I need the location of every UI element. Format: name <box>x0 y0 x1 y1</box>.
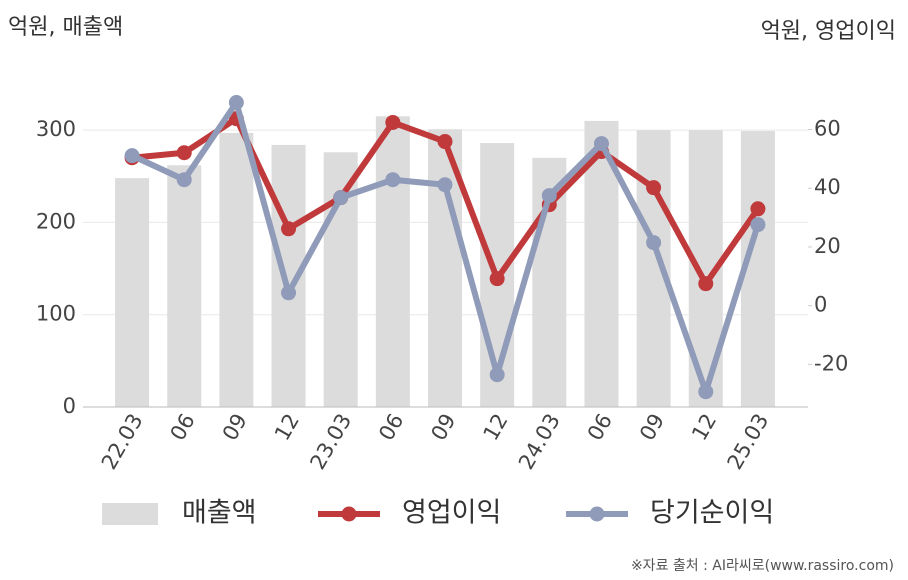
x-tick-label: 22.03 <box>97 410 148 474</box>
point <box>489 271 505 287</box>
bar <box>167 165 202 407</box>
y2-axis-title: 억원, 영업이익 <box>761 19 896 44</box>
y2-tick-label: 60 <box>814 117 841 141</box>
point <box>124 148 140 164</box>
point <box>228 94 244 110</box>
y-tick-label: 0 <box>63 394 76 418</box>
point <box>176 145 192 161</box>
y2-tick-label: -20 <box>814 351 848 375</box>
bar <box>115 178 150 407</box>
point <box>750 217 766 233</box>
x-tick-label: 12 <box>270 410 304 445</box>
point <box>281 221 297 237</box>
x-tick-label: 09 <box>218 410 252 445</box>
point <box>385 114 401 130</box>
x-tick-label: 06 <box>583 410 617 445</box>
legend-marker <box>341 506 357 522</box>
point <box>750 201 766 217</box>
x-tick-label: 23.03 <box>305 410 356 474</box>
point <box>593 136 609 152</box>
legend-marker <box>589 506 605 522</box>
legend-label: 당기순이익 <box>650 498 774 529</box>
y-axis-title: 억원, 매출액 <box>8 15 123 40</box>
point <box>698 384 714 400</box>
y2-tick-label: 40 <box>814 175 841 199</box>
point <box>646 180 662 196</box>
x-tick-label: 09 <box>635 410 669 445</box>
legend-label: 매출액 <box>182 498 257 529</box>
point <box>176 172 192 188</box>
point <box>385 172 401 188</box>
x-tick-label: 25.03 <box>723 410 774 474</box>
x-tick-label: 12 <box>687 410 721 445</box>
y-tick-label: 100 <box>36 302 76 326</box>
legend-swatch <box>102 503 158 525</box>
point <box>489 367 505 383</box>
point <box>437 134 453 150</box>
y2-tick-label: 0 <box>814 293 827 317</box>
y-tick-label: 200 <box>36 209 76 233</box>
point <box>541 188 557 204</box>
point <box>698 276 714 292</box>
x-tick-label: 06 <box>374 410 408 445</box>
bar <box>375 116 410 408</box>
x-tick-label: 24.03 <box>514 410 565 474</box>
point <box>281 285 297 301</box>
bar <box>219 132 254 407</box>
point <box>333 190 349 206</box>
x-tick-label: 06 <box>166 410 200 445</box>
point <box>646 235 662 251</box>
y-tick-label: 300 <box>36 117 76 141</box>
x-tick-label: 12 <box>479 409 513 444</box>
point <box>437 177 453 193</box>
legend-label: 영업이익 <box>402 498 501 529</box>
source: ※자료 출처 : AI라씨로(www.rassiro.com) <box>631 558 894 574</box>
y2-tick-label: 20 <box>814 234 841 258</box>
x-tick-label: 09 <box>426 410 460 445</box>
